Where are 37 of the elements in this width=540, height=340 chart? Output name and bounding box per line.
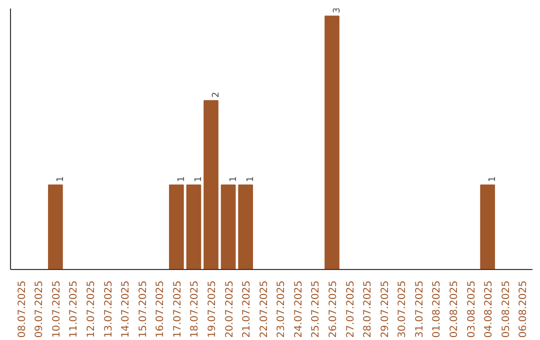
data-label: 1	[56, 176, 66, 182]
x-tick-label: 10.07.2025	[51, 280, 62, 338]
x-tick-label: 11.07.2025	[68, 280, 80, 338]
data-label: 1	[194, 176, 204, 182]
data-label: 2	[212, 92, 222, 98]
x-tick-label: 21.07.2025	[242, 280, 253, 338]
x-tick-label: 19.07.2025	[207, 280, 218, 338]
data-label: 1	[488, 176, 498, 182]
x-tick-label: 28.07.2025	[362, 280, 374, 338]
x-tick-label: 13.07.2025	[103, 280, 114, 338]
x-tick-label: 02.08.2025	[448, 280, 460, 338]
x-tick-label: 18.07.2025	[190, 280, 201, 338]
x-tick-label: 09.07.2025	[34, 280, 46, 338]
x-tick-label: 31.07.2025	[414, 280, 426, 338]
x-tick-label: 17.07.2025	[172, 280, 184, 338]
x-tick-label: 15.07.2025	[138, 280, 149, 338]
x-tick-label: 12.07.2025	[86, 280, 98, 338]
x-tick-label: 06.08.2025	[518, 280, 530, 338]
x-tick-label: 26.07.2025	[328, 280, 339, 338]
x-tick-label: 20.07.2025	[224, 280, 236, 338]
x-tick-label: 23.07.2025	[276, 280, 288, 338]
x-tick-label: 05.08.2025	[500, 280, 512, 338]
x-tick-label: 25.07.2025	[310, 280, 322, 338]
x-tick-label: 30.07.2025	[397, 280, 408, 338]
data-label: 1	[228, 176, 239, 182]
x-tick-label: 08.07.2025	[16, 280, 28, 338]
x-tick-label: 16.07.2025	[155, 280, 166, 338]
x-tick-label: 24.07.2025	[293, 280, 304, 338]
x-tick-label: 04.08.2025	[484, 280, 495, 338]
x-tick-label: 27.07.2025	[345, 280, 356, 338]
x-tick-label: 03.08.2025	[466, 280, 478, 338]
x-tick-label: 14.07.2025	[120, 280, 132, 338]
x-tick-label: 01.08.2025	[432, 280, 443, 338]
x-tick-label: 29.07.2025	[380, 280, 391, 338]
data-label: 1	[246, 176, 256, 182]
x-tick-label: 22.07.2025	[258, 280, 270, 338]
data-label: 1	[176, 176, 187, 182]
